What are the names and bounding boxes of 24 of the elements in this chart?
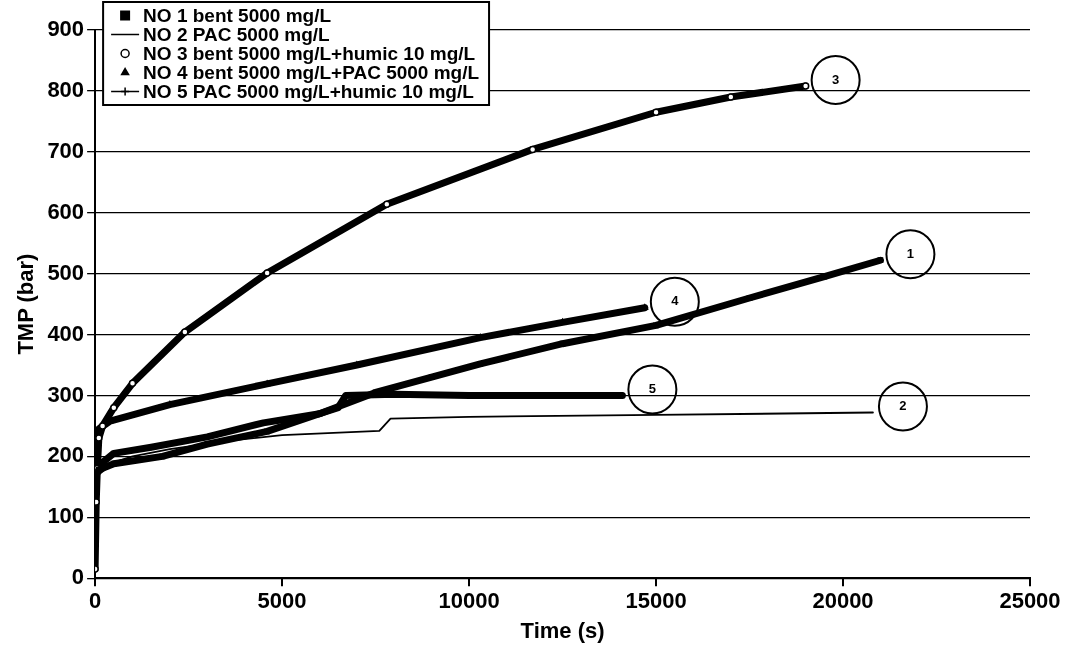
annotation: 4	[671, 293, 680, 309]
x-tick-label: 15000	[625, 588, 687, 614]
x-axis-title: Time (s)	[520, 617, 605, 643]
x-tick-label: 0	[88, 588, 102, 614]
y-tick-label: 900	[47, 16, 85, 42]
annotation: 5	[648, 381, 656, 397]
y-tick-label: 300	[47, 381, 85, 407]
annotation: 3	[832, 71, 840, 87]
y-tick-label: 100	[47, 503, 85, 529]
y-tick-label: 400	[47, 320, 85, 346]
x-tick-label: 10000	[438, 588, 500, 614]
legend-label: NO 1 bent 5000 mg/L	[143, 4, 332, 26]
x-tick-label: 25000	[999, 588, 1061, 614]
y-axis-title: TMP (bar)	[13, 253, 39, 355]
x-tick-label: 5000	[257, 588, 307, 614]
y-tick-label: 600	[47, 198, 85, 224]
y-tick-label: 700	[47, 137, 85, 163]
annotation: 1	[906, 245, 915, 261]
y-tick-label: 0	[71, 564, 85, 590]
x-tick-label: 20000	[812, 588, 874, 614]
y-tick-label: 500	[47, 259, 85, 285]
y-tick-label: 800	[47, 76, 85, 102]
annotation: 2	[899, 398, 907, 414]
y-tick-label: 200	[47, 442, 85, 468]
